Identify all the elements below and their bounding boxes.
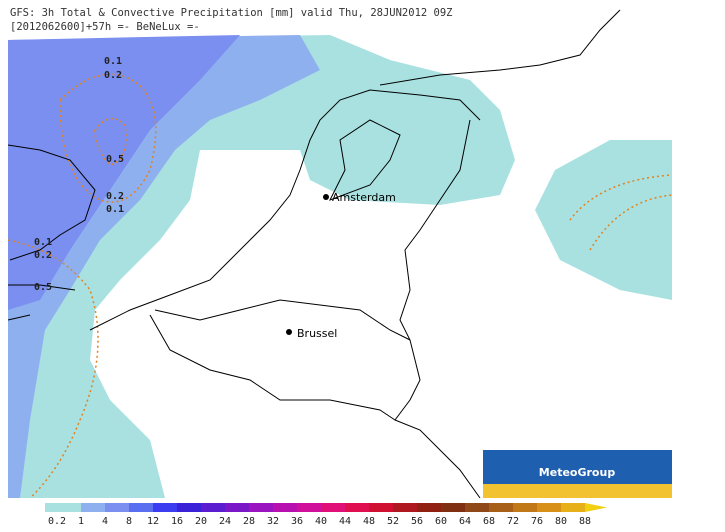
legend-swatch [321, 503, 345, 512]
legend-swatch [297, 503, 321, 512]
contour [7, 174, 673, 499]
contour-label: 0.2 [104, 70, 122, 81]
contour-label: 0.1 [34, 237, 52, 248]
city-label: Amsterdam [332, 191, 396, 204]
legend-swatch [345, 503, 369, 512]
legend-label: 8 [126, 516, 132, 527]
legend-label: 88 [579, 516, 591, 527]
legend-arrow [585, 503, 607, 512]
contour-label: 0.1 [104, 56, 122, 67]
legend-label: 80 [555, 516, 567, 527]
legend-swatch [369, 503, 393, 512]
header-box [8, 4, 580, 34]
contour-label: 0.2 [106, 191, 124, 202]
legend-swatch [441, 503, 465, 512]
contour [59, 73, 157, 203]
coastline-uk [7, 144, 96, 321]
legend-swatch [465, 503, 489, 512]
legend-swatch [393, 503, 417, 512]
legend: 0.2 1 4 8 12 16 20 24 28 32 36 40 44 48 52 56 60 64 68 72 76… [45, 503, 607, 527]
map [7, 8, 673, 499]
precip-heavy [8, 35, 240, 310]
legend-swatch [129, 503, 153, 512]
legend-swatch [561, 503, 585, 512]
city-dot [323, 194, 329, 200]
legend-label: 36 [291, 516, 303, 527]
logo-text: MeteoGroup [539, 466, 616, 479]
legend-label: 40 [315, 516, 327, 527]
legend-swatch [201, 503, 225, 512]
legend-swatch [57, 503, 81, 512]
contour-label: 0.1 [106, 204, 124, 215]
legend-label: 0.2 [48, 516, 66, 527]
legend-label: 12 [147, 516, 159, 527]
contour-label: 0.2 [34, 250, 52, 261]
legend-label: 60 [435, 516, 447, 527]
legend-label: 64 [459, 516, 471, 527]
legend-swatch [105, 503, 129, 512]
legend-label: 32 [267, 516, 279, 527]
borders [149, 119, 481, 499]
contour-label: 0.5 [106, 154, 124, 165]
contour-label: 0.5 [34, 282, 52, 293]
logo: MeteoGroup [483, 450, 672, 498]
legend-label: 28 [243, 516, 255, 527]
legend-label: 68 [483, 516, 495, 527]
coastline-continent [89, 9, 621, 331]
legend-start [45, 503, 57, 512]
legend-label: 16 [171, 516, 183, 527]
city-label: Brussel [297, 327, 337, 340]
logo-sun [483, 484, 672, 498]
legend-swatch [177, 503, 201, 512]
legend-label: 72 [507, 516, 519, 527]
legend-swatch [225, 503, 249, 512]
legend-label: 76 [531, 516, 543, 527]
ijsselmeer [328, 119, 401, 201]
legend-label: 44 [339, 516, 351, 527]
cities: Amsterdam Brussel [286, 191, 396, 340]
legend-label: 20 [195, 516, 207, 527]
header-title: GFS: 3h Total & Convective Precipitation… [10, 7, 453, 19]
legend-swatch [537, 503, 561, 512]
legend-swatch [81, 503, 105, 512]
legend-label: 1 [78, 516, 84, 527]
header-subtitle: [2012062600]+57h =- BeNeLux =- [10, 21, 200, 33]
legend-label: 56 [411, 516, 423, 527]
legend-label: 48 [363, 516, 375, 527]
legend-label: 24 [219, 516, 231, 527]
legend-swatch [417, 503, 441, 512]
contour-labels: 0.1 0.2 0.5 0.2 0.1 0.1 0.2 0.5 [34, 56, 124, 293]
legend-swatch [249, 503, 273, 512]
legend-swatch [489, 503, 513, 512]
legend-swatch [273, 503, 297, 512]
city-dot [286, 329, 292, 335]
legend-label: 4 [102, 516, 108, 527]
legend-swatch [513, 503, 537, 512]
legend-swatch [153, 503, 177, 512]
legend-label: 52 [387, 516, 399, 527]
